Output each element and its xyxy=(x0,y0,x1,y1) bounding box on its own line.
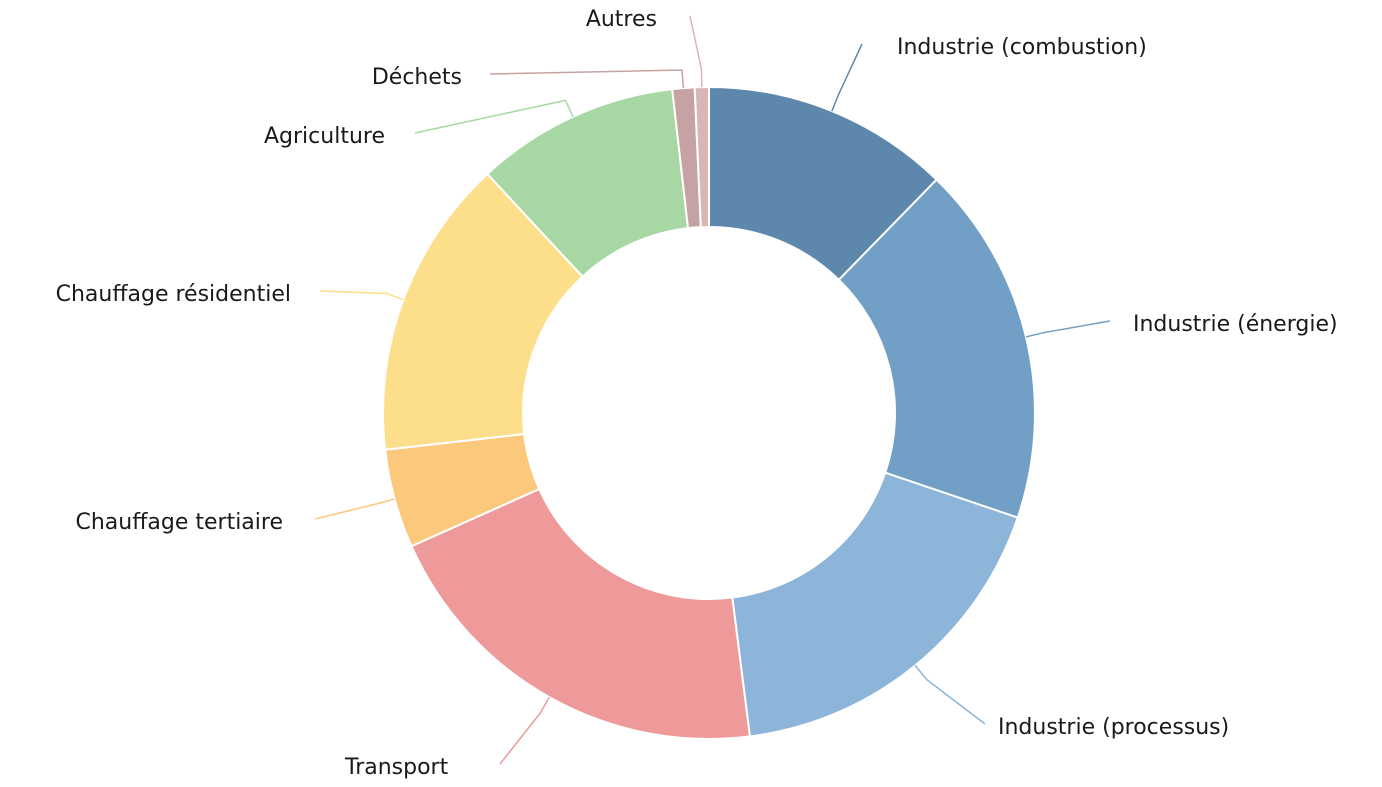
slice-label: Transport xyxy=(344,755,449,780)
leader-line xyxy=(831,43,863,112)
leader-line xyxy=(489,69,685,89)
donut-slice xyxy=(410,487,751,740)
slice-label: Industrie (énergie) xyxy=(1133,312,1338,337)
leader-line xyxy=(499,696,550,765)
slice-label: Agriculture xyxy=(264,124,385,149)
slice-label: Chauffage résidentiel xyxy=(56,282,291,307)
donut-slice xyxy=(731,471,1020,738)
slice-label: Déchets xyxy=(372,65,462,90)
slice-label: Industrie (combustion) xyxy=(897,35,1147,60)
leader-line xyxy=(1025,320,1111,338)
leader-line xyxy=(689,15,703,88)
leader-line xyxy=(414,99,574,134)
donut-slice xyxy=(693,85,710,229)
slice-label: Chauffage tertiaire xyxy=(76,510,284,535)
donut-slice xyxy=(382,172,584,451)
leader-line xyxy=(914,665,986,725)
slice-label: Autres xyxy=(586,7,657,32)
leader-line xyxy=(314,498,395,520)
donut-slice xyxy=(837,178,1036,519)
leader-line xyxy=(319,290,404,301)
slice-label: Industrie (processus) xyxy=(998,715,1229,740)
